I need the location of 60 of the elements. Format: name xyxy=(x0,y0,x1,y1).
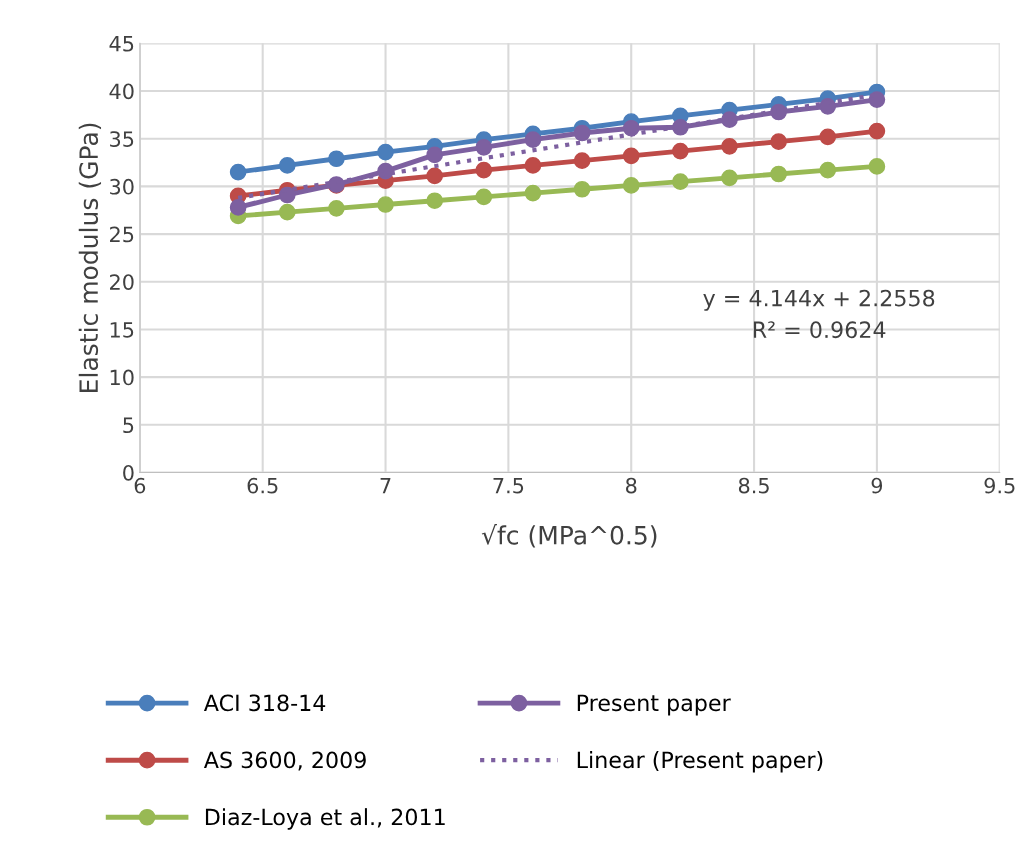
point xyxy=(278,157,296,174)
point xyxy=(229,163,247,181)
y-tick-label: 35 xyxy=(110,131,134,147)
legend-label: ACI 318-14 xyxy=(203,694,326,712)
point xyxy=(622,119,640,137)
point xyxy=(819,128,837,146)
x-tick-label: 7 xyxy=(380,478,391,494)
point xyxy=(622,147,640,165)
x-tick-label: 8 xyxy=(626,477,637,494)
legend-label: Diaz-Loya et al., 2011 xyxy=(205,808,445,830)
point xyxy=(328,200,345,217)
y-tick-label: 20 xyxy=(110,274,134,290)
legend-label: AS 3600, 2009 xyxy=(203,751,366,771)
y-tick-label: 30 xyxy=(110,178,134,195)
point xyxy=(868,158,886,175)
point xyxy=(426,146,444,164)
x-tick-label: 8.5 xyxy=(738,477,769,494)
point xyxy=(426,167,444,185)
point xyxy=(721,169,738,187)
point xyxy=(622,177,640,194)
point xyxy=(475,138,493,156)
point xyxy=(573,124,591,142)
point xyxy=(868,122,886,140)
point xyxy=(475,161,493,179)
point xyxy=(819,97,837,115)
point xyxy=(377,196,394,213)
x-axis-title: √fc (MPa^0.5) xyxy=(481,524,657,548)
y-tick-label: 5 xyxy=(123,417,134,434)
point xyxy=(475,188,493,206)
point xyxy=(426,192,444,210)
legend-label: Present paper xyxy=(577,694,731,716)
annotation: y = 4.144x + 2.2558 R² = 0.9624 xyxy=(703,289,935,339)
y-tick-label: 45 xyxy=(109,36,134,52)
x-tick-label: 6.5 xyxy=(247,477,278,494)
point xyxy=(524,184,542,202)
point xyxy=(524,157,542,174)
y-tick-label: 0 xyxy=(123,464,134,481)
y-tick-label: 10 xyxy=(110,369,134,386)
point xyxy=(328,150,345,168)
point xyxy=(672,142,689,160)
y-axis-title: Elastic modulus (GPa) xyxy=(78,123,102,392)
point xyxy=(377,143,394,161)
x-tick-label: 6 xyxy=(134,477,146,494)
x-tick-label: 9 xyxy=(871,477,883,494)
point xyxy=(770,133,787,150)
y-tick-label: 15 xyxy=(110,322,134,338)
x-tick-label: 9.5 xyxy=(984,477,1015,494)
point xyxy=(278,203,296,221)
y-tick-label: 25 xyxy=(110,226,134,243)
legend-label: Linear (Present paper) xyxy=(577,751,823,773)
point xyxy=(573,180,591,198)
point xyxy=(524,131,542,149)
point xyxy=(819,161,837,179)
y-tick-label: 40 xyxy=(109,83,134,100)
point xyxy=(770,165,787,183)
point xyxy=(672,173,689,190)
point xyxy=(573,152,591,169)
x-tick-label: 7.5 xyxy=(493,478,524,494)
point xyxy=(229,199,247,216)
point xyxy=(721,138,738,155)
